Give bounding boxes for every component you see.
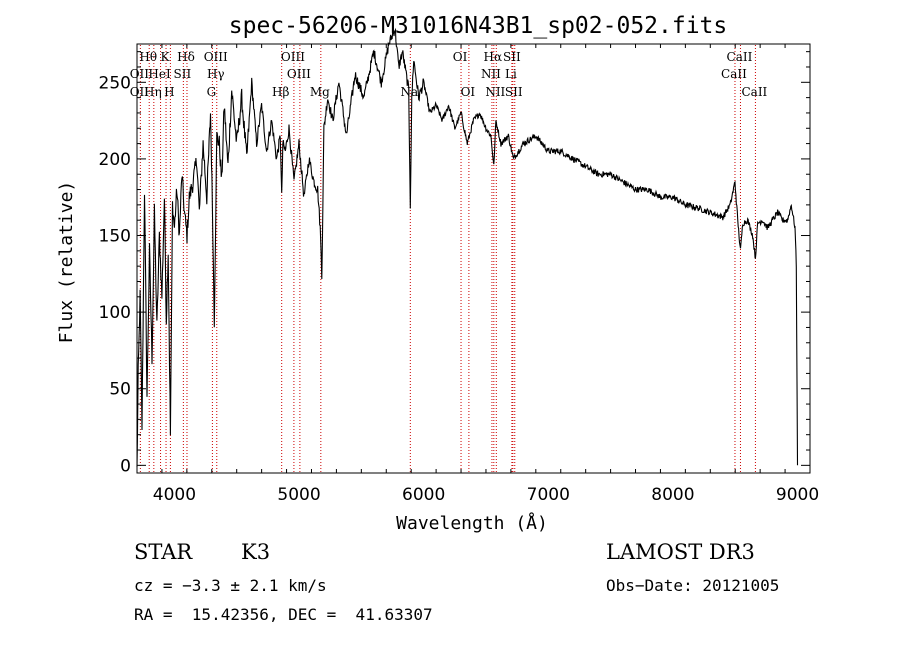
y-axis: 0 50 100 150 200 250 xyxy=(99,51,810,476)
y-tick-label: 50 xyxy=(109,380,131,400)
spectral-line-label: OI xyxy=(461,85,476,99)
spectral-line-label: CaII xyxy=(741,85,767,99)
spectral-line-label: HeI xyxy=(148,67,171,81)
x-tick-label: 8000 xyxy=(651,485,694,505)
spectral-line-label: OIII xyxy=(204,50,228,64)
spectral-line-label: Hη xyxy=(144,85,162,99)
spectral-line-label: Hα xyxy=(484,50,503,64)
spectral-line-label: Hδ xyxy=(177,50,195,64)
y-tick-label: 150 xyxy=(99,227,131,247)
spectral-line-label: OI xyxy=(453,50,468,64)
x-tick-label: 5000 xyxy=(277,485,320,505)
x-axis-label: Wavelength (Å) xyxy=(396,512,548,534)
spectral-line-label: SII xyxy=(503,50,521,64)
spectral-line-label: OII xyxy=(130,67,150,81)
y-tick-label: 100 xyxy=(99,303,131,323)
spectral-line-label: SII xyxy=(174,67,192,81)
obs-date: Obs−Date: 20121005 xyxy=(606,576,780,595)
object-subclass: K3 xyxy=(241,540,271,564)
spectral-line-label: CaII xyxy=(727,50,753,64)
redshift-cz: cz = −3.3 ± 2.1 km/s xyxy=(134,576,327,595)
spectral-line-label: SII xyxy=(505,85,523,99)
spectral-line-label: K xyxy=(161,50,171,64)
spectral-line-label: NII xyxy=(485,85,505,99)
object-class: STAR xyxy=(134,540,193,564)
y-tick-label: 200 xyxy=(99,150,131,170)
spectral-line-label: G xyxy=(207,85,217,99)
spectral-line-label: CaII xyxy=(721,67,747,81)
spectral-line-label: Mg xyxy=(310,85,330,99)
spectral-line-label: NII xyxy=(481,67,501,81)
spectral-line-label: Li xyxy=(505,67,517,81)
plot-frame xyxy=(136,43,811,474)
spectrum-line xyxy=(136,27,799,468)
spectral-line-label: Hθ xyxy=(139,50,157,64)
y-tick-label: 0 xyxy=(120,456,131,476)
spectral-line-label: Hβ xyxy=(272,85,289,99)
spectral-line-label: OII xyxy=(130,85,150,99)
x-axis: 4000 5000 6000 7000 8000 9000 xyxy=(136,44,819,505)
spectral-line-label: H xyxy=(164,85,174,99)
y-tick-label: 250 xyxy=(99,73,131,93)
x-tick-label: 7000 xyxy=(527,485,570,505)
spectral-line-label: Na xyxy=(400,85,418,99)
spectral-line-label: OIII xyxy=(287,67,311,81)
ra-dec: RA = 15.42356, DEC = 41.63307 xyxy=(134,605,433,624)
spectral-line-label: Hγ xyxy=(207,67,225,81)
y-axis-label: Flux (relative) xyxy=(56,181,77,344)
x-tick-label: 6000 xyxy=(402,485,445,505)
x-tick-label: 4000 xyxy=(153,485,196,505)
chart-title: spec-56206-M31016N43B1_sp02-052.fits xyxy=(229,13,728,39)
survey-name: LAMOST DR3 xyxy=(606,540,755,564)
x-tick-label: 9000 xyxy=(776,485,819,505)
spectral-line-label: OIII xyxy=(281,50,305,64)
